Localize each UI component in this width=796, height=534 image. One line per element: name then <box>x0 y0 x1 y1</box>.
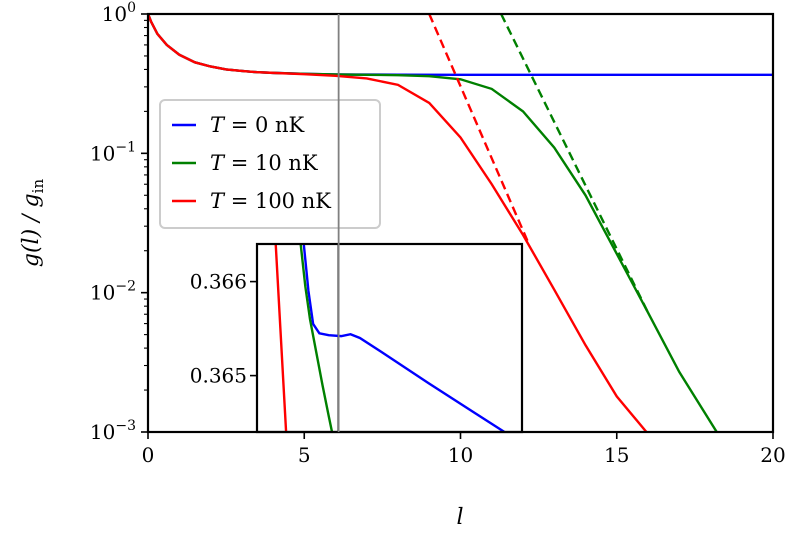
x-tick-label: 5 <box>298 443 311 467</box>
y-axis-label-main: g(l) / g <box>19 193 44 267</box>
inset-series-line-2 <box>274 244 288 432</box>
series-line-0 <box>148 14 773 77</box>
legend-label: T = 100 nK <box>210 189 331 213</box>
y-axis-label: g(l) / gin <box>19 179 47 268</box>
series-line-2 <box>148 14 648 432</box>
legend-box <box>159 99 381 229</box>
y-tick-label: 10−3 <box>90 418 136 444</box>
legend-label: T = 10 nK <box>210 151 318 175</box>
y-axis-ticks: 100 10−1 10−2 10−3 <box>90 0 148 444</box>
y-tick-label: 100 <box>102 0 136 26</box>
inset-plot: 0.366 0.365 <box>190 242 524 434</box>
series-line-4 <box>500 14 650 314</box>
y-axis-label-sub: in <box>29 179 47 194</box>
y-tick-label: 10−2 <box>90 279 136 305</box>
x-axis-ticks: 0 5 10 15 20 <box>142 432 786 467</box>
inset-y-tick-label: 0.366 <box>190 270 247 294</box>
legend-label: T = 0 nK <box>210 113 305 137</box>
legend: T = 0 nK T = 10 nK T = 100 nK <box>159 99 381 229</box>
inset-y-ticks: 0.366 0.365 <box>190 270 257 388</box>
legend-entries: T = 0 nK T = 10 nK T = 100 nK <box>172 113 331 213</box>
x-tick-label: 20 <box>760 443 785 467</box>
x-tick-label: 10 <box>448 443 473 467</box>
inset-series-line-1 <box>299 244 334 432</box>
inset-y-tick-label: 0.365 <box>190 364 247 388</box>
main-plot-area <box>148 14 773 432</box>
x-tick-label: 0 <box>142 443 155 467</box>
series-line-3 <box>428 14 531 246</box>
x-tick-label: 15 <box>604 443 629 467</box>
inset-series-line-0 <box>302 244 507 432</box>
y-tick-label: 10−1 <box>90 139 136 165</box>
x-axis-label: l <box>456 505 463 530</box>
inset-background <box>257 244 522 432</box>
